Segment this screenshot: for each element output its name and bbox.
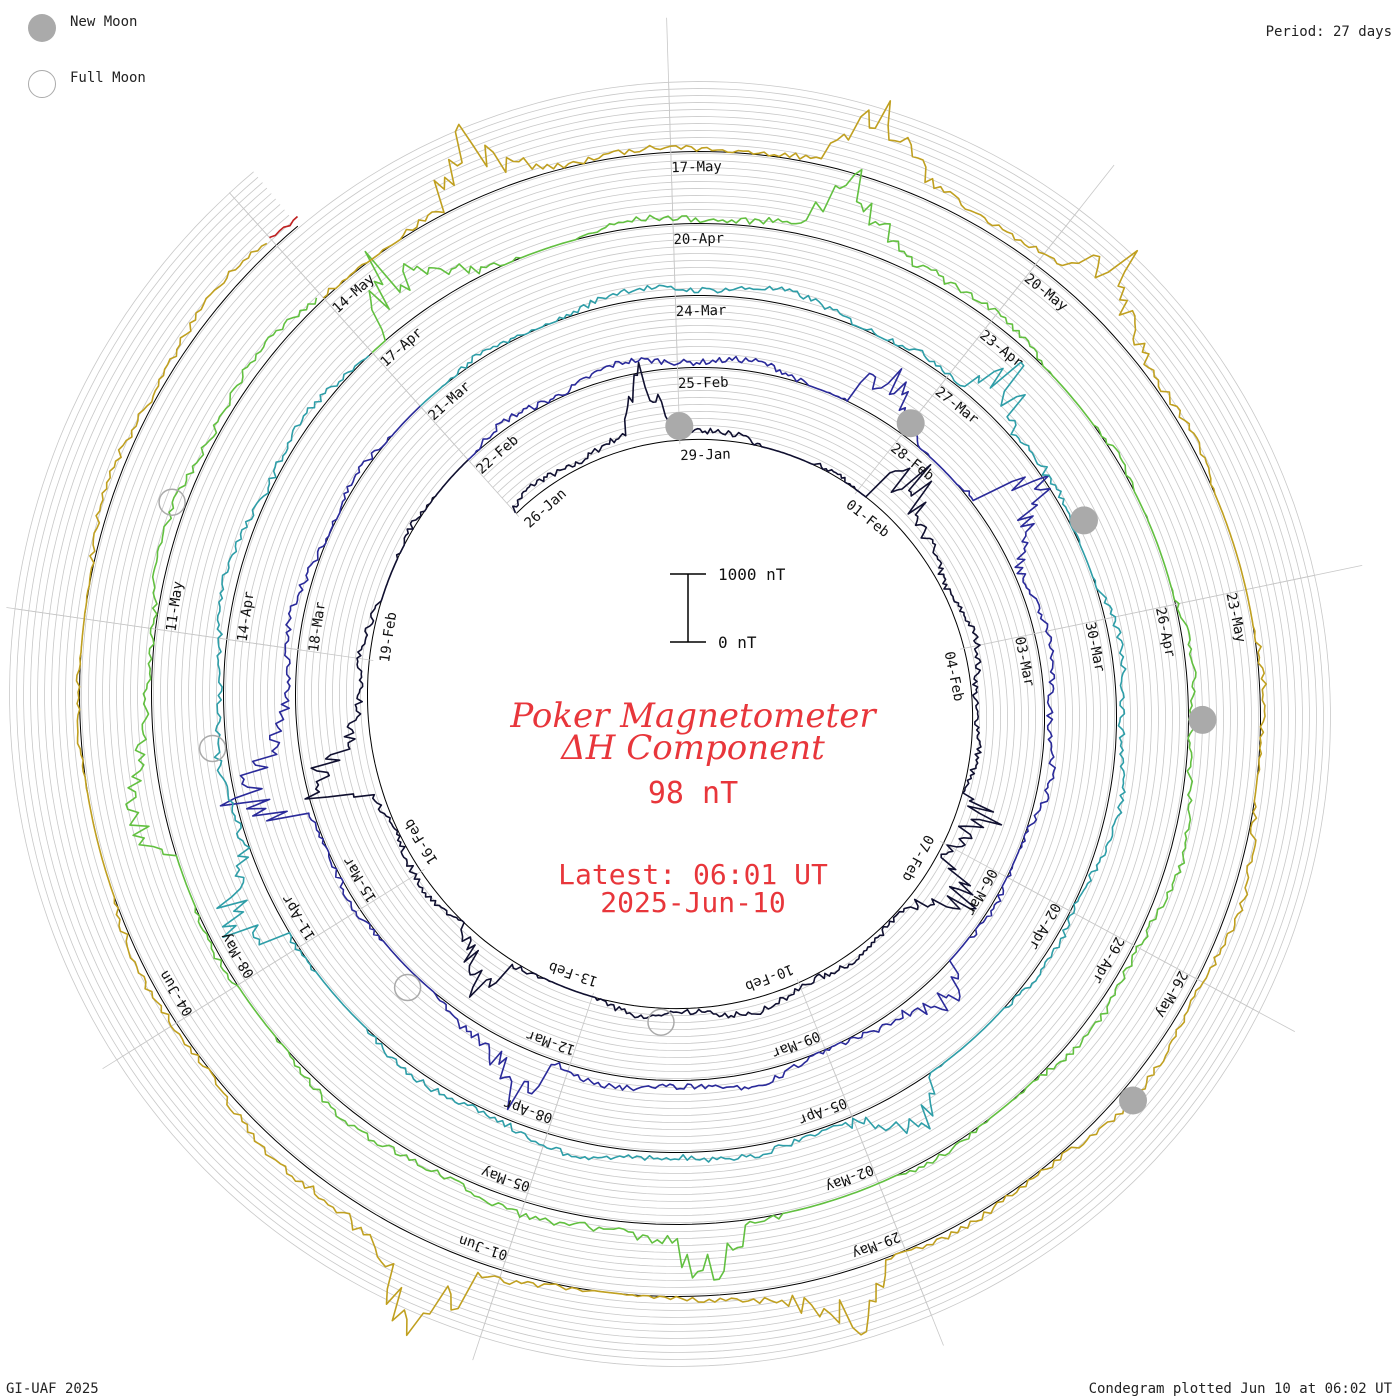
new-moon-marker bbox=[1119, 1086, 1147, 1115]
trace-revolution-3 bbox=[125, 168, 1197, 1281]
grid-spiral bbox=[37, 109, 1303, 1339]
current-value: 98 nT bbox=[647, 776, 739, 811]
spoke-layer bbox=[6, 17, 1363, 1361]
grid-spiral bbox=[65, 137, 1275, 1311]
full-moon-marker bbox=[647, 1008, 675, 1036]
date-tick-label: 14-Apr bbox=[235, 590, 258, 642]
full-moon-legend-icon bbox=[28, 70, 56, 98]
radial-spoke bbox=[1193, 977, 1295, 1032]
date-tick-label: 03-Mar bbox=[1011, 635, 1037, 688]
full-moon-legend-label: Full Moon bbox=[70, 70, 146, 86]
moon-layer bbox=[158, 409, 1217, 1115]
new-moon-marker bbox=[896, 409, 925, 438]
date-tick-label: 17-May bbox=[671, 159, 722, 177]
trace-revolution-0 bbox=[304, 361, 1003, 1020]
date-tick-label: 23-May bbox=[1222, 591, 1248, 644]
grid-spiral bbox=[44, 116, 1296, 1332]
date-tick-label: 13-Feb bbox=[547, 958, 600, 989]
grid-spiral bbox=[9, 81, 1331, 1367]
radial-spoke bbox=[228, 192, 280, 249]
date-tick-label: 24-Mar bbox=[676, 303, 727, 321]
radial-spoke bbox=[1242, 565, 1363, 591]
date-tick-label: 10-Feb bbox=[743, 960, 796, 994]
new-moon-legend-label: New Moon bbox=[70, 14, 138, 30]
radial-spoke bbox=[6, 607, 89, 620]
date-tick-label: 25-Feb bbox=[678, 375, 729, 393]
radial-spoke bbox=[102, 1020, 180, 1070]
trace-revolution-4 bbox=[75, 100, 1267, 1337]
full-moon-marker bbox=[393, 973, 422, 1002]
date-tick-label: 30-Mar bbox=[1082, 621, 1108, 674]
trace-revolution-1 bbox=[219, 355, 1056, 1111]
chart-title-line2: ΔH Component bbox=[561, 728, 825, 768]
new-moon-marker bbox=[665, 412, 694, 441]
radial-spoke bbox=[903, 1246, 944, 1346]
radial-spoke bbox=[666, 17, 672, 157]
date-tick-label: 18-Mar bbox=[306, 601, 329, 653]
grid-spiral bbox=[16, 88, 1324, 1360]
radial-spoke bbox=[1032, 164, 1115, 268]
new-moon-marker bbox=[1188, 705, 1217, 734]
date-tick-label: 05-May bbox=[479, 1163, 532, 1194]
date-tick-label: 05-Apr bbox=[796, 1094, 849, 1128]
latest-date: 2025-Jun-10 bbox=[600, 886, 786, 919]
date-tick-label: 08-Apr bbox=[502, 1095, 555, 1126]
date-tick-label: 11-May bbox=[163, 580, 186, 632]
trace-revolution-5 bbox=[269, 215, 299, 239]
date-tick-label: 04-Feb bbox=[941, 650, 967, 703]
date-tick-label: 29-May bbox=[850, 1228, 903, 1262]
date-tick-label: 01-Jun bbox=[457, 1232, 510, 1263]
date-tick-label: 12-Mar bbox=[524, 1027, 577, 1058]
grid-spiral bbox=[51, 123, 1289, 1325]
footer-plot-time: Condegram plotted Jun 10 at 06:02 UT bbox=[1088, 1381, 1392, 1397]
grid-spiral bbox=[72, 144, 1268, 1304]
grid-spiral bbox=[58, 130, 1282, 1318]
date-tick-label: 26-Apr bbox=[1152, 606, 1178, 659]
date-tick-label: 02-May bbox=[823, 1161, 876, 1195]
date-tick-label: 29-Jan bbox=[680, 447, 731, 465]
date-tick-label: 26-May bbox=[1152, 968, 1190, 1020]
radial-spoke bbox=[472, 1266, 504, 1361]
scale-bar: 1000 nT 0 nT bbox=[670, 565, 786, 652]
grid-layer bbox=[9, 81, 1331, 1367]
trace-layer bbox=[75, 100, 1267, 1337]
footer-credit: GI-UAF 2025 bbox=[6, 1381, 99, 1397]
date-tick-label: 19-Feb bbox=[377, 611, 400, 663]
chart-title-line1: Poker Magnetometer bbox=[510, 696, 876, 736]
period-label: Period: 27 days bbox=[1265, 24, 1392, 40]
grid-spiral bbox=[30, 102, 1310, 1346]
full-moon-marker bbox=[158, 488, 186, 516]
scale-bottom-label: 0 nT bbox=[718, 633, 757, 652]
trace-revolution-2 bbox=[213, 284, 1127, 1163]
new-moon-marker bbox=[1070, 506, 1098, 535]
scale-top-label: 1000 nT bbox=[718, 565, 786, 584]
full-moon-marker bbox=[198, 734, 227, 763]
date-tick-label: 29-Apr bbox=[1089, 934, 1127, 986]
date-tick-label: 20-Apr bbox=[673, 231, 724, 249]
date-tick-label: 09-Mar bbox=[769, 1027, 822, 1061]
new-moon-legend-icon bbox=[28, 14, 56, 42]
latest-time: Latest: 06:01 UT bbox=[558, 858, 828, 891]
